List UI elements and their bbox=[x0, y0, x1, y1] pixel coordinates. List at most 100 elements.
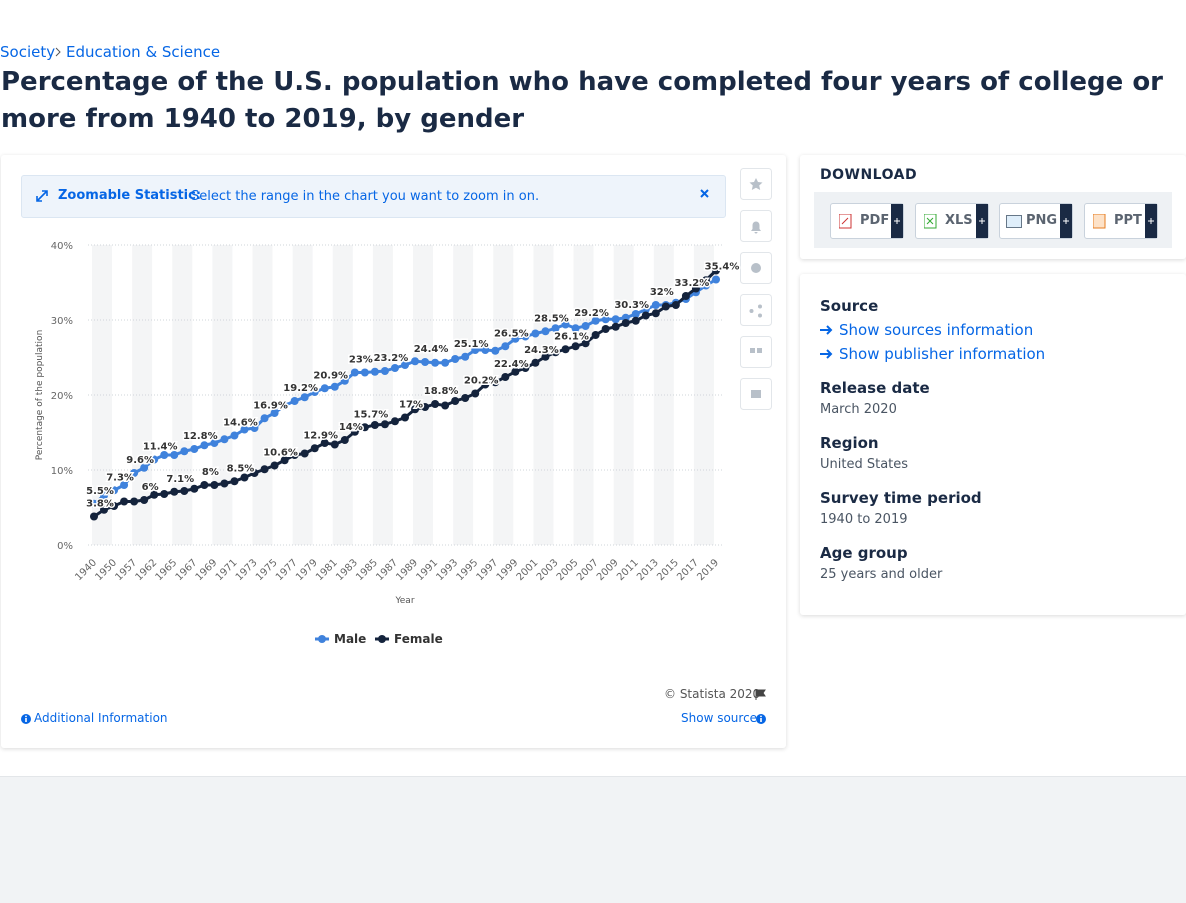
data-label: 29.2% bbox=[574, 308, 609, 319]
point bbox=[501, 373, 510, 381]
zoom-banner: Zoomable Statistic: Select the range in … bbox=[21, 175, 726, 218]
download-button[interactable]: PPT bbox=[1084, 203, 1158, 239]
format-label: PPT bbox=[1114, 213, 1142, 228]
point bbox=[501, 342, 510, 351]
point bbox=[180, 447, 189, 456]
breadcrumb-link[interactable]: Education & Science bbox=[66, 43, 221, 61]
point bbox=[511, 367, 520, 376]
point bbox=[631, 310, 640, 318]
point bbox=[210, 439, 219, 447]
detail-label: Release date bbox=[820, 379, 930, 397]
point bbox=[411, 405, 420, 414]
point bbox=[230, 431, 239, 440]
point bbox=[611, 322, 620, 331]
point bbox=[651, 301, 660, 309]
point bbox=[250, 424, 259, 432]
x-tick-label: 2003 bbox=[535, 557, 561, 583]
point bbox=[370, 421, 379, 429]
info-icon bbox=[21, 714, 31, 724]
data-label: 22.4% bbox=[494, 359, 529, 370]
close-button[interactable] bbox=[700, 189, 709, 198]
y-tick-label: 40% bbox=[51, 241, 73, 252]
point bbox=[280, 401, 289, 410]
flag-icon[interactable] bbox=[755, 689, 767, 700]
point bbox=[571, 342, 580, 351]
point bbox=[551, 324, 560, 333]
point bbox=[651, 309, 660, 318]
data-label: 14.6% bbox=[223, 418, 258, 429]
copyright: © Statista 2020 bbox=[664, 687, 761, 701]
point bbox=[100, 491, 109, 500]
additional-info-link[interactable]: Additional Information bbox=[34, 711, 168, 725]
point bbox=[200, 441, 209, 450]
data-label: 6% bbox=[142, 482, 159, 493]
point bbox=[110, 486, 119, 495]
point bbox=[330, 440, 339, 449]
point bbox=[401, 413, 409, 422]
detail-value: March 2020 bbox=[820, 402, 897, 417]
legend-marker bbox=[318, 635, 326, 643]
x-tick-label: 1979 bbox=[294, 557, 320, 583]
data-label: 3.8% bbox=[86, 499, 114, 510]
point bbox=[370, 367, 379, 376]
point bbox=[270, 461, 279, 470]
show-source-link[interactable]: Show source bbox=[681, 711, 758, 725]
data-label: 12.9% bbox=[303, 430, 338, 441]
x-tick-label: 2015 bbox=[655, 557, 681, 583]
source-title: Source bbox=[820, 297, 879, 315]
point bbox=[561, 320, 570, 329]
format-label: PDF bbox=[860, 213, 890, 228]
breadcrumb-link[interactable]: Society bbox=[0, 43, 56, 61]
data-label: 20.2% bbox=[464, 376, 499, 387]
data-label: 8.5% bbox=[227, 463, 255, 474]
y-tick-label: 10% bbox=[51, 466, 73, 477]
point bbox=[641, 305, 650, 314]
point bbox=[360, 368, 369, 377]
x-tick-label: 1985 bbox=[354, 557, 380, 583]
point bbox=[471, 389, 480, 398]
details-card bbox=[800, 274, 1186, 615]
x-tick-label: 1967 bbox=[174, 557, 200, 583]
page-title: Percentage of the U.S. population who ha… bbox=[1, 67, 1164, 134]
detail-label: Region bbox=[820, 434, 879, 452]
download-button[interactable]: PDF bbox=[830, 203, 904, 239]
x-tick-label: 1957 bbox=[113, 557, 139, 583]
point bbox=[200, 481, 209, 489]
x-tick-label: 2009 bbox=[595, 557, 621, 583]
detail-label: Survey time period bbox=[820, 489, 982, 507]
point bbox=[140, 496, 149, 504]
footer-band bbox=[0, 776, 1186, 903]
point bbox=[411, 357, 420, 366]
cite-button[interactable] bbox=[740, 336, 772, 368]
download-button[interactable]: XLS bbox=[915, 203, 989, 239]
sources-link[interactable]: Show sources information bbox=[839, 321, 1034, 339]
x-tick-label: 2005 bbox=[555, 557, 581, 583]
data-label: 35.4% bbox=[705, 262, 740, 273]
share-button[interactable] bbox=[740, 294, 772, 326]
point bbox=[441, 401, 450, 410]
point bbox=[521, 364, 530, 372]
point bbox=[511, 334, 520, 343]
point bbox=[130, 497, 139, 506]
data-label: 26.1% bbox=[554, 331, 589, 342]
data-label: 32% bbox=[650, 287, 674, 298]
x-tick-label: 1993 bbox=[435, 557, 461, 583]
data-label: 18.8% bbox=[424, 386, 459, 397]
data-label: 23.2% bbox=[374, 353, 409, 364]
x-tick-label: 1940 bbox=[73, 557, 99, 583]
point bbox=[551, 348, 560, 357]
point bbox=[120, 497, 129, 506]
point bbox=[481, 346, 490, 354]
point bbox=[220, 479, 229, 488]
data-label: 11.4% bbox=[143, 442, 178, 453]
point bbox=[431, 400, 440, 408]
x-tick-label: 1965 bbox=[154, 557, 180, 583]
publisher-link[interactable]: Show publisher information bbox=[839, 345, 1046, 363]
point bbox=[300, 449, 309, 458]
download-button[interactable]: PNG bbox=[999, 203, 1073, 239]
x-tick-label: 1971 bbox=[214, 557, 240, 583]
y-tick-label: 30% bbox=[51, 316, 73, 327]
zoom-label: Zoomable Statistic: bbox=[58, 188, 202, 203]
point bbox=[561, 345, 570, 354]
